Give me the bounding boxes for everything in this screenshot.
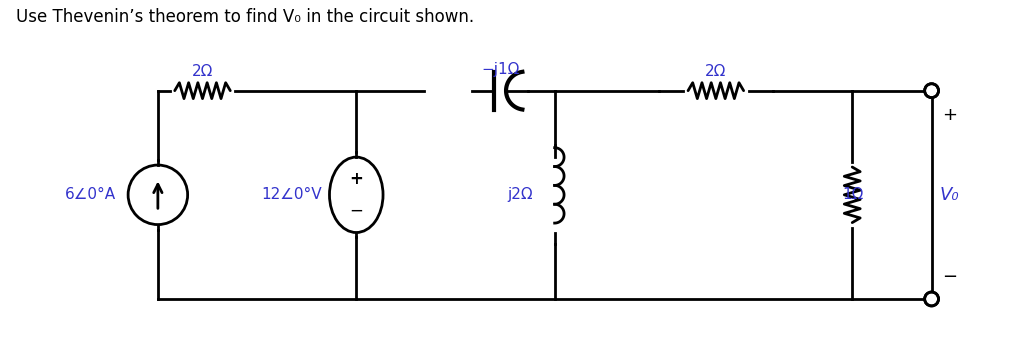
Text: 2Ω: 2Ω xyxy=(192,64,213,79)
Text: −: − xyxy=(349,201,363,220)
Text: 2Ω: 2Ω xyxy=(705,64,726,79)
Text: +: + xyxy=(349,170,363,188)
Text: 12∠0°V: 12∠0°V xyxy=(261,187,321,202)
Text: 6∠0°A: 6∠0°A xyxy=(65,187,117,202)
Text: −: − xyxy=(942,268,957,286)
Text: V₀: V₀ xyxy=(940,186,960,204)
Circle shape xyxy=(925,84,938,97)
Text: −j1Ω: −j1Ω xyxy=(481,62,520,77)
Text: j2Ω: j2Ω xyxy=(507,187,533,202)
Circle shape xyxy=(925,293,938,305)
Text: 1Ω: 1Ω xyxy=(843,187,864,202)
Text: Use Thevenin’s theorem to find V₀ in the circuit shown.: Use Thevenin’s theorem to find V₀ in the… xyxy=(16,8,474,26)
Text: +: + xyxy=(942,107,957,125)
